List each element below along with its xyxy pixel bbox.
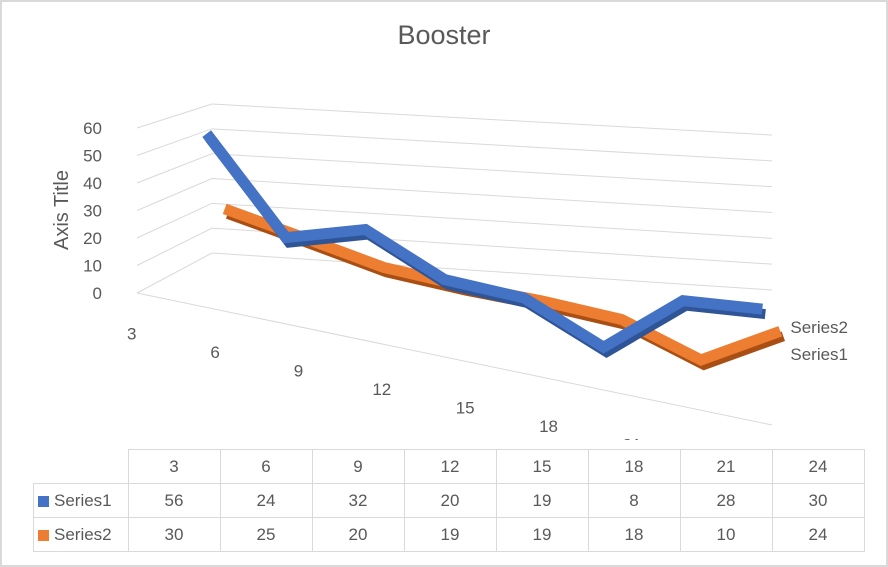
data-table-header-cell: 12 xyxy=(403,449,497,484)
data-table-corner xyxy=(33,449,129,484)
x-tick-label: 12 xyxy=(372,380,391,399)
y-tick-label: 0 xyxy=(93,284,102,303)
data-table-header-cell: 21 xyxy=(679,449,773,484)
depth-axis-label: Series1 xyxy=(790,345,848,364)
data-table-header-row: 3 6 9 12 15 18 21 24 xyxy=(33,449,865,484)
y-tick-label: 40 xyxy=(83,174,102,193)
x-tick-label: 3 xyxy=(127,324,136,343)
data-table-cell: 24 xyxy=(219,483,313,518)
chart-title: Booster xyxy=(397,20,491,50)
data-table-header-cell: 15 xyxy=(495,449,589,484)
data-table-cell: 24 xyxy=(771,517,865,552)
y-tick-label: 50 xyxy=(83,147,102,166)
data-table-cell: 10 xyxy=(679,517,773,552)
data-table-row-series1: Series1 56 24 32 20 19 8 28 30 xyxy=(33,483,865,518)
data-table: 3 6 9 12 15 18 21 24 Series1 56 24 32 20… xyxy=(33,449,865,552)
gridline xyxy=(136,252,773,294)
depth-axis-label: Series2 xyxy=(790,318,848,337)
y-tick-label: 10 xyxy=(83,257,102,276)
data-table-cell: 56 xyxy=(127,483,221,518)
data-table-cell: 30 xyxy=(771,483,865,518)
gridline xyxy=(136,153,773,188)
data-table-header-cell: 18 xyxy=(587,449,681,484)
series-line xyxy=(202,130,763,354)
series2-name: Series2 xyxy=(54,524,112,544)
data-table-row-series2: Series2 30 25 20 19 19 18 10 24 xyxy=(33,517,865,552)
legend-key-series1 xyxy=(38,495,49,507)
series1-name: Series1 xyxy=(54,490,112,510)
y-tick-label: 30 xyxy=(83,202,102,221)
data-table-header-cell: 6 xyxy=(219,449,313,484)
data-table-header-cell: 3 xyxy=(127,449,221,484)
y-axis-title: Axis Title xyxy=(51,170,73,250)
data-table-header-cell: 9 xyxy=(311,449,405,484)
gridline xyxy=(136,103,773,136)
legend-key-series2 xyxy=(38,529,49,541)
y-tick-label: 60 xyxy=(83,119,102,138)
data-table-cell: 32 xyxy=(311,483,405,518)
floor-edge xyxy=(136,292,773,426)
gridline xyxy=(136,202,773,239)
data-table-cell: 20 xyxy=(403,483,497,518)
data-table-cell: 18 xyxy=(587,517,681,552)
gridline xyxy=(136,177,773,213)
x-tick-label: 18 xyxy=(539,417,558,436)
data-table-cell: 19 xyxy=(495,517,589,552)
data-table-cell: 25 xyxy=(219,517,313,552)
data-table-series-label: Series1 xyxy=(33,483,129,518)
data-table-header-cell: 24 xyxy=(771,449,865,484)
data-table-cell: 30 xyxy=(127,517,221,552)
x-tick-label: 21 xyxy=(622,435,641,440)
gridline xyxy=(136,227,773,266)
data-table-series-label: Series2 xyxy=(33,517,129,552)
data-table-cell: 19 xyxy=(495,483,589,518)
y-tick-label: 20 xyxy=(83,229,102,248)
x-tick-label: 6 xyxy=(210,343,219,362)
data-table-cell: 28 xyxy=(679,483,773,518)
data-table-cell: 20 xyxy=(311,517,405,552)
x-tick-label: 9 xyxy=(294,361,303,380)
data-table-cell: 8 xyxy=(587,483,681,518)
gridline xyxy=(136,128,773,162)
x-tick-label: 15 xyxy=(456,398,475,417)
data-table-cell: 19 xyxy=(403,517,497,552)
